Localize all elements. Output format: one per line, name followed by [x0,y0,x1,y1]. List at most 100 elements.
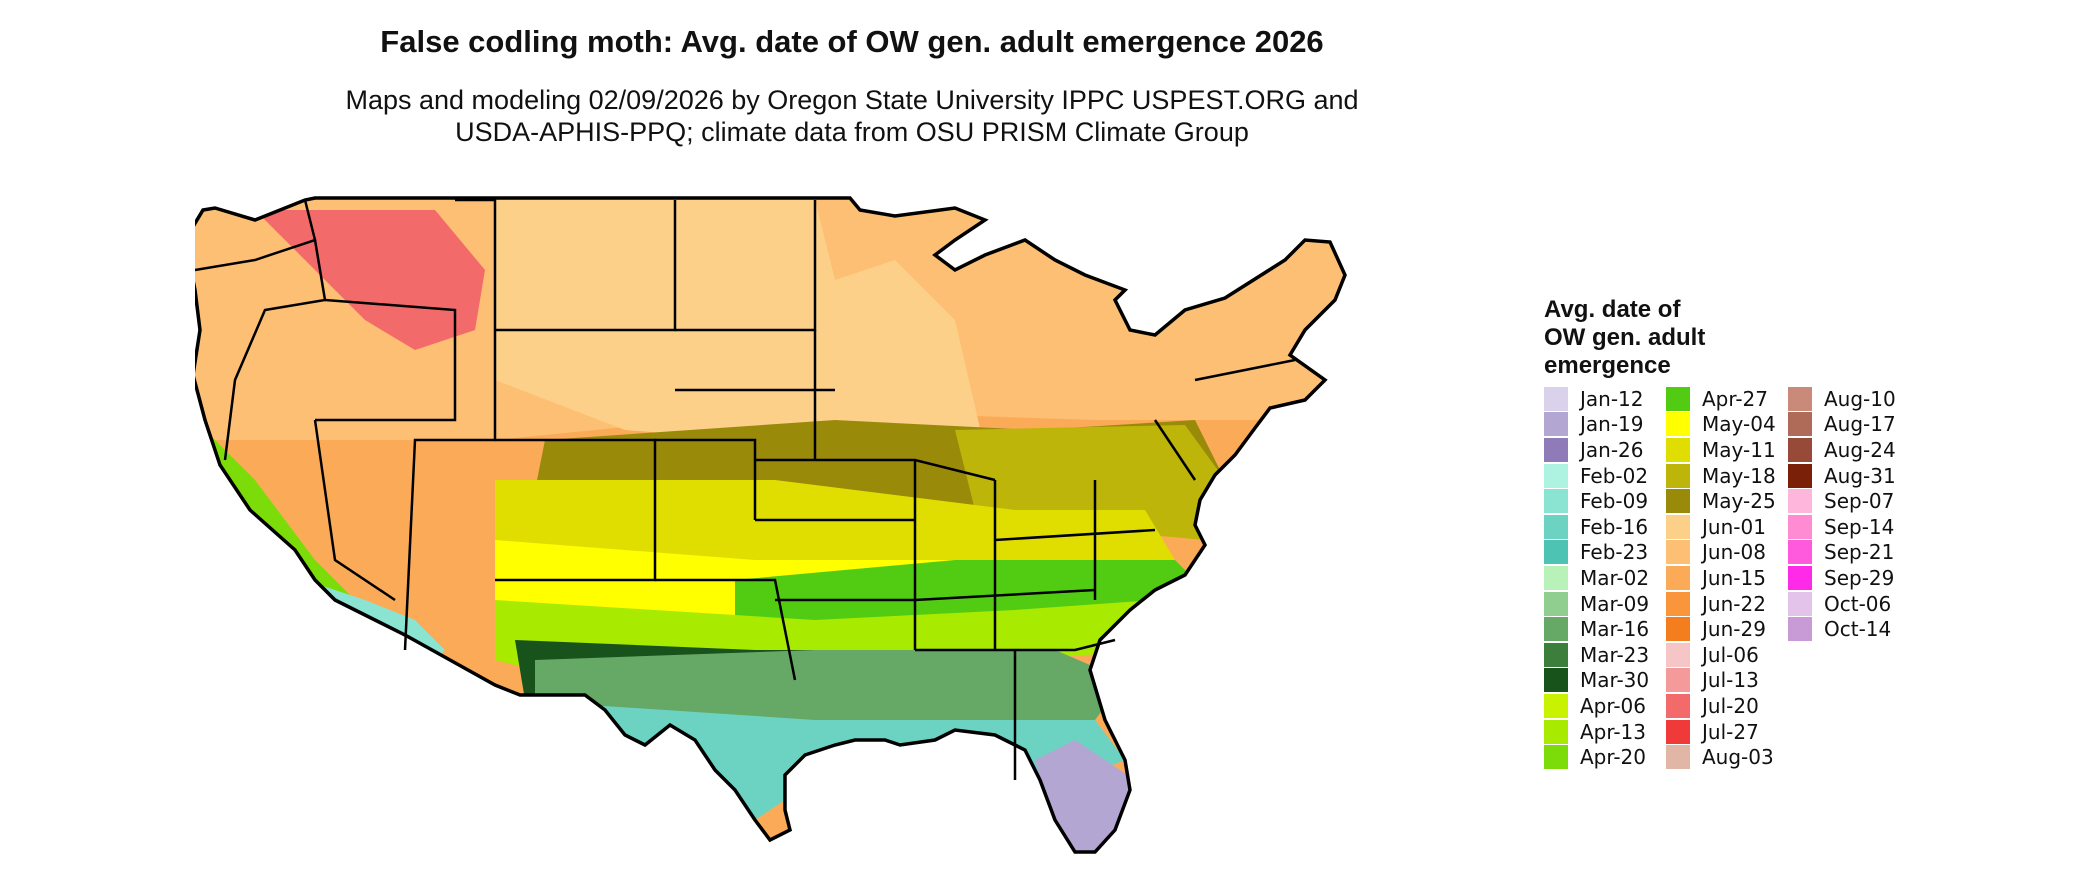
legend-label: Feb-23 [1580,540,1649,565]
legend-swatch [1544,617,1568,642]
legend-item: Feb-23 [1544,540,1666,566]
legend-item: Mar-23 [1544,642,1666,668]
legend-item: Jul-06 [1666,642,1788,668]
state-boundary-line [315,298,457,422]
legend-swatch [1788,386,1812,411]
legend-item: Aug-10 [1788,386,1910,412]
legend-swatch [1788,617,1812,642]
legend-label: Oct-14 [1824,617,1892,642]
legend-label: Aug-10 [1824,386,1896,411]
state-boundary-line [994,528,1156,542]
legend-item: Aug-31 [1788,463,1910,489]
legend-label: Jun-01 [1702,514,1766,539]
legend-item: May-25 [1666,488,1788,514]
legend-swatch [1666,565,1690,590]
legend-label: Mar-30 [1580,668,1650,693]
legend-label: Jun-22 [1702,591,1766,616]
legend-swatch [1666,693,1690,718]
legend-swatch [1666,489,1690,514]
legend-column: Apr-27 May-04 May-11 May-18 May-25 Jun-01 Jun-… [1666,386,1788,770]
legend-swatch [1544,463,1568,488]
legend-swatch [1788,489,1812,514]
state-boundary-line [194,199,317,272]
legend-item: Sep-29 [1788,565,1910,591]
legend-item: Jul-13 [1666,668,1788,694]
state-boundary-line [915,638,1116,652]
legend-item: Apr-20 [1544,744,1666,770]
legend-item: Mar-02 [1544,565,1666,591]
legend-swatch [1788,591,1812,616]
legend-label: Aug-17 [1824,412,1896,437]
state-boundary-line [223,239,327,461]
legend-swatch [1788,437,1812,462]
legend-column: Aug-10 Aug-17 Aug-24 Aug-31 Sep-07 Sep-14 Sep-… [1788,386,1910,770]
legend-label: Jun-08 [1702,540,1766,565]
legend-swatch [1544,745,1568,770]
legend-label: May-18 [1702,463,1776,488]
legend-swatch [1666,591,1690,616]
legend-item: Jun-15 [1666,565,1788,591]
legend-columns: Jan-12 Jan-19 Jan-26 Feb-02 Feb-09 Feb-16 Feb-… [1544,386,1910,770]
legend-swatch [1788,463,1812,488]
legend-label: Feb-09 [1580,489,1649,514]
state-boundaries [194,198,1296,780]
legend-label: Oct-06 [1824,591,1892,616]
legend-item: Sep-07 [1788,488,1910,514]
legend-swatch [1788,514,1812,539]
legend-label: Aug-03 [1702,745,1774,770]
legend-item: Jul-20 [1666,693,1788,719]
legend-item: May-18 [1666,463,1788,489]
legend-label: Jul-13 [1702,668,1759,693]
map-zones [185,198,1345,852]
legend-item: Apr-13 [1544,719,1666,745]
state-boundary-line [313,419,396,602]
state-boundary-line [914,588,1096,602]
legend-label: Jul-20 [1702,693,1759,718]
legend-item: Sep-21 [1788,540,1910,566]
legend-item: Aug-17 [1788,412,1910,438]
legend-item: May-11 [1666,437,1788,463]
legend-item: Jan-26 [1544,437,1666,463]
us-map-svg [183,196,1347,854]
legend-label: Apr-06 [1580,693,1646,718]
legend-label: Jan-12 [1580,386,1644,411]
legend-item: Feb-02 [1544,463,1666,489]
legend-item: Apr-06 [1544,693,1666,719]
legend-swatch [1666,719,1690,744]
legend-label: Jun-29 [1702,617,1766,642]
legend-swatch [1666,412,1690,437]
legend-column: Jan-12 Jan-19 Jan-26 Feb-02 Feb-09 Feb-16 Feb-… [1544,386,1666,770]
legend-item: Jun-22 [1666,591,1788,617]
legend-item: Oct-06 [1788,591,1910,617]
legend-swatch [1666,642,1690,667]
legend-swatch [1544,489,1568,514]
legend-swatch [1544,565,1568,590]
us-map [183,180,1515,890]
legend-label: Jul-06 [1702,642,1759,667]
legend-swatch [1544,668,1568,693]
legend-item: Apr-27 [1666,386,1788,412]
legend-label: Apr-27 [1702,386,1768,411]
legend-swatch [1544,719,1568,744]
legend-label: Jun-15 [1702,565,1766,590]
legend-swatch [1666,745,1690,770]
map-subtitle: Maps and modeling 02/09/2026 by Oregon S… [300,84,1404,148]
legend-item: Jan-12 [1544,386,1666,412]
legend-label: Mar-16 [1580,617,1650,642]
legend-swatch [1666,617,1690,642]
legend-label: Jul-27 [1702,719,1759,744]
legend-item: Mar-09 [1544,591,1666,617]
legend-swatch [1666,386,1690,411]
legend-label: Mar-23 [1580,642,1650,667]
legend-title: Avg. date of OW gen. adult emergence [1544,296,1784,380]
legend-item: Mar-30 [1544,668,1666,694]
legend-swatch [1544,412,1568,437]
legend-label: Apr-20 [1580,745,1646,770]
legend-label: Sep-29 [1824,565,1895,590]
legend-item: Oct-14 [1788,616,1910,642]
legend-swatch [1544,693,1568,718]
state-boundary-line [655,438,757,520]
legend-swatch [1666,540,1690,565]
state-boundary-line [1194,358,1296,382]
state-boundary-line [495,438,657,582]
